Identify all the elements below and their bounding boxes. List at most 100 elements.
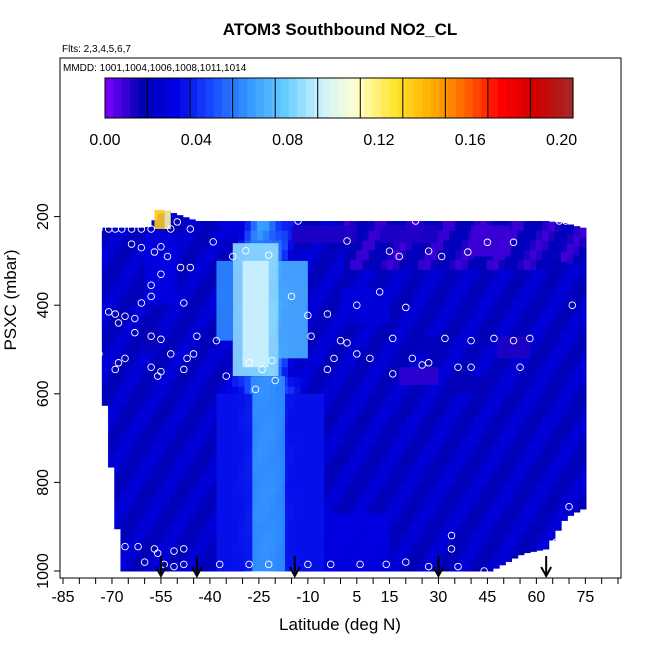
observation-marker (343, 339, 351, 347)
heatmap-cell (331, 503, 339, 514)
heatmap-cell (411, 493, 419, 505)
heatmap-cell (486, 396, 494, 407)
heatmap-cell (461, 367, 469, 378)
heatmap-cell (505, 367, 513, 378)
heatmap-cell (356, 240, 364, 251)
heatmap-cell (517, 269, 525, 281)
heatmap-cell (331, 298, 339, 310)
heatmap-cell (443, 445, 451, 456)
heatmap-cell (170, 388, 178, 399)
heatmap-cell (182, 382, 190, 394)
heatmap-cell (387, 552, 395, 563)
heatmap-cell (300, 357, 308, 368)
heatmap-cell (145, 460, 153, 472)
heatmap-cell (182, 353, 190, 364)
heatmap-cell (139, 276, 147, 287)
heatmap-cell (418, 279, 426, 290)
heatmap-cell (281, 221, 289, 232)
heatmap-cell (573, 382, 581, 393)
heatmap-cell (411, 279, 419, 290)
heatmap-cell (560, 427, 568, 438)
heatmap-cell (424, 357, 432, 368)
heatmap-cell (436, 542, 444, 553)
heatmap-cell (523, 260, 531, 271)
heatmap-cell (114, 247, 122, 258)
heatmap-cell (281, 386, 289, 397)
heatmap-cell (567, 370, 575, 381)
heatmap-patch (324, 513, 390, 571)
heatmap-cell (151, 532, 159, 543)
heatmap-cell (151, 512, 159, 523)
heatmap-cell (114, 403, 122, 414)
heatmap-cell (430, 357, 438, 368)
heatmap-cell (132, 568, 140, 572)
heatmap-cell (573, 411, 581, 422)
heatmap-cell (573, 489, 581, 500)
heatmap-cell (436, 484, 444, 495)
heatmap-cell (325, 474, 333, 485)
heatmap-cell (337, 347, 345, 358)
heatmap-cell (151, 385, 159, 397)
heatmap-cell (436, 513, 444, 524)
heatmap-cell (120, 451, 128, 463)
heatmap-cell (461, 513, 469, 524)
heatmap-cell (188, 316, 196, 328)
heatmap-cell (188, 560, 196, 571)
heatmap-cell (219, 221, 227, 232)
heatmap-cell (170, 378, 178, 389)
heatmap-cell (207, 357, 215, 368)
heatmap-cell (455, 523, 463, 534)
heatmap-cell (461, 279, 469, 290)
heatmap-cell (486, 464, 494, 475)
heatmap-cell (337, 474, 345, 485)
heatmap-cell (120, 461, 128, 472)
heatmap-cell (399, 357, 407, 368)
heatmap-cell (554, 456, 562, 467)
heatmap-cell (126, 305, 134, 316)
heatmap-cell (170, 310, 178, 321)
heatmap-cell (139, 266, 147, 277)
heatmap-cell (114, 305, 122, 316)
heatmap-cell (486, 269, 494, 281)
heatmap-cell (126, 334, 134, 346)
heatmap-cell (188, 268, 196, 279)
colorbar-tick-label: 0.12 (363, 132, 394, 149)
heatmap-cell (194, 347, 202, 358)
heatmap-cell (492, 503, 500, 514)
heatmap-cell (560, 378, 568, 390)
heatmap-cell (349, 260, 357, 271)
heatmap-cell (380, 484, 388, 495)
heatmap-cell (194, 454, 202, 466)
heatmap-cell (399, 328, 407, 339)
colorbar-cell (113, 78, 123, 118)
heatmap-cell (393, 542, 401, 553)
heatmap-cell (461, 552, 469, 563)
heatmap-cell (567, 429, 575, 440)
heatmap-cell (374, 376, 382, 388)
heatmap-cell (108, 315, 116, 326)
observation-marker (454, 562, 462, 571)
heatmap-cell (151, 346, 159, 358)
heatmap-cell (132, 520, 140, 531)
heatmap-cell (101, 315, 109, 326)
heatmap-cell (449, 503, 457, 514)
observation-marker (150, 248, 159, 256)
heatmap-cell (114, 461, 122, 472)
heatmap-cell (393, 260, 401, 271)
observation-marker (180, 545, 188, 553)
heatmap-cell (349, 493, 357, 505)
heatmap-cell (492, 415, 500, 427)
heatmap-cell (362, 269, 370, 281)
heatmap-cell (505, 493, 513, 505)
heatmap-cell (170, 563, 178, 572)
heatmap-cell (362, 454, 370, 466)
heatmap-cell (542, 493, 550, 505)
heatmap-cell (529, 376, 537, 388)
heatmap-cell (188, 385, 196, 396)
heatmap-cell (114, 295, 122, 307)
heatmap-cell (170, 495, 178, 506)
heatmap-cell (387, 513, 395, 524)
heatmap-cell (126, 364, 134, 375)
heatmap-cell (225, 240, 233, 251)
heatmap-cell (194, 474, 202, 485)
